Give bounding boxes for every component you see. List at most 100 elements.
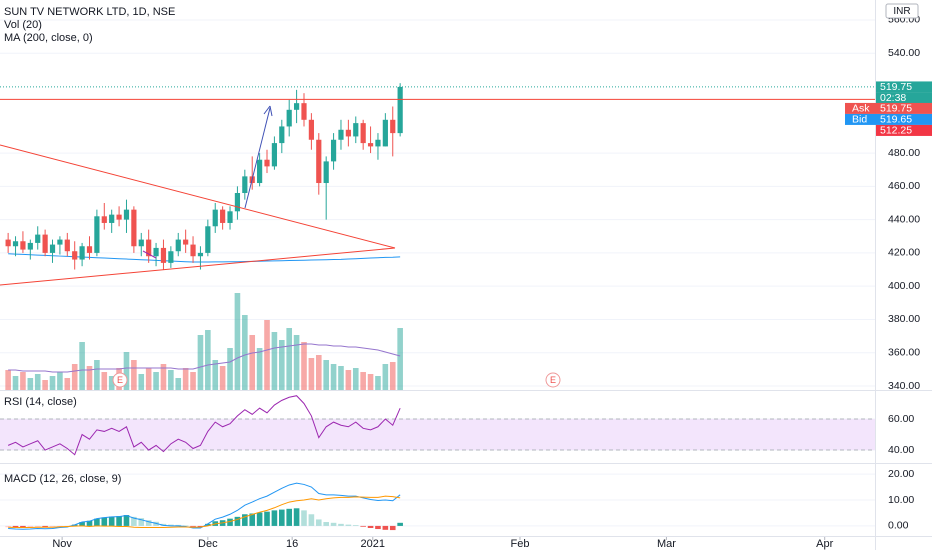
earnings-label[interactable]: E [550,375,556,385]
last-price-tag-box [876,81,932,93]
earnings-marker[interactable] [545,372,561,388]
volume-bar [71,364,78,390]
y-tick-label: 540.00 [888,47,920,59]
earnings-label[interactable]: E [117,375,123,385]
histogram-bar [131,516,137,526]
candle-body [197,252,204,257]
currency-box[interactable] [885,3,919,19]
y-tick-label: 0.00 [888,520,909,532]
candle-body [64,239,70,252]
candle-body [109,214,115,223]
volume-ma-line [8,343,401,373]
arrow-line [244,107,271,209]
volume-bar [64,378,71,390]
macd-legend: MACD (12, 26, close, 9) [4,473,121,485]
earnings-marker[interactable] [112,372,128,388]
candle-body [257,159,263,184]
volume-bar [293,335,300,390]
candle-body [79,246,85,260]
countdown-tag-box [876,92,932,104]
volume-bar [375,376,381,390]
volume-bar [131,360,137,390]
histogram-bar [256,512,263,526]
plot: Nov Dec 16 2021 Feb Mar Apr 340.00 360.00 380.00 4… [0,14,932,550]
candle-body [382,119,388,147]
y-tick-label: 440.00 [888,213,920,225]
ask-tag: 519.75 [880,103,912,115]
histogram-bar [175,524,182,526]
volume-bar [108,376,115,390]
volume-bar [101,372,108,390]
trend-line [0,144,396,249]
line-price-tag-box [876,124,932,136]
currency[interactable]: INR [893,6,910,17]
chart-title: SUN TV NETWORK LTD, 1D, NSE [4,6,175,18]
volume-bar [323,360,329,390]
signal-line [8,495,401,528]
histogram-bar [101,517,108,526]
histogram-bar [338,523,344,526]
bid-tag-box [845,113,932,125]
volume-bar [145,368,152,390]
histogram-bar [145,520,152,526]
volume-bar [20,372,26,390]
candle-body [168,251,174,263]
candle-body [138,239,144,247]
volume-bar [12,376,19,390]
volume-bar [234,293,241,390]
candle-body [72,251,78,260]
volume-bar [168,370,174,390]
last-price-tag: 519.75 [880,81,912,93]
histogram-bar [301,510,307,526]
candle-body [183,239,189,245]
volume-bar [49,376,56,390]
candle-body [94,216,100,253]
histogram-bar [360,525,366,527]
volume-bar [57,372,63,390]
histogram-bar [138,518,145,526]
histogram-bar [293,508,300,526]
volume-bar [301,342,307,390]
histogram-bar [375,525,381,530]
volume-bar [190,372,196,390]
volume-bar [286,328,293,390]
y-tick-label: 460.00 [888,180,920,192]
x-tick-label: Apr [816,538,833,550]
candle-body [116,214,122,220]
histogram-bar [12,525,19,528]
volume-legend: Vol (20) [4,19,42,31]
x-tick-label: 2021 [361,538,385,550]
histogram-bar [190,525,196,527]
candle-body [131,209,137,247]
ma-legend: MA (200, close, 0) [4,32,93,44]
volume-bar [42,380,48,390]
candle-body [308,119,314,140]
histogram-bar [323,522,329,526]
histogram-bar [42,525,48,528]
candle-body [353,123,359,137]
candle-body [227,211,233,223]
y-tick-label: 380.00 [888,313,920,325]
histogram-bar [49,525,56,528]
volume-bar [160,364,167,390]
volume-bar [256,348,263,390]
histogram-bar [86,520,93,526]
candle-body [5,239,11,247]
ask-tag-box [845,102,932,114]
candle-body [205,226,211,253]
histogram-bar [116,516,122,526]
volume-bar [345,370,352,390]
candle-body [375,139,381,147]
volume-bar [153,372,159,390]
x-tick-label: Dec [198,538,218,550]
histogram-bar [205,523,211,526]
candle-body [338,129,344,140]
volume-bar [360,372,366,390]
volume-bar [86,366,93,390]
volume-bar [197,335,204,390]
histogram-bar [367,525,374,528]
x-tick-label: 16 [286,538,298,550]
volume-bar [34,374,41,390]
histogram-bar [94,518,100,526]
